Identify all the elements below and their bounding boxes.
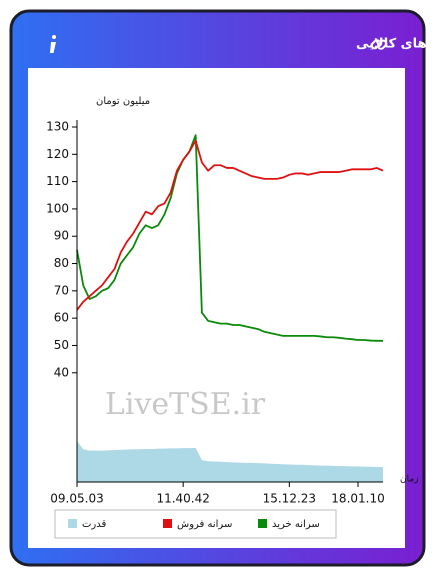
link-icon[interactable] (370, 39, 388, 50)
x-tick-label: 18.01.10 (331, 492, 384, 506)
legend-swatch (163, 519, 172, 528)
info-icon[interactable] (50, 35, 56, 53)
x-tick-label: 15.12.23 (263, 492, 316, 506)
y-tick-label: 70 (54, 283, 69, 297)
x-tick-label: 11.40.42 (156, 492, 209, 506)
y-tick-label: 40 (54, 365, 69, 379)
legend-label: سرانه خرید (272, 519, 320, 530)
area (77, 441, 383, 482)
line (76, 139, 384, 311)
line (76, 134, 383, 342)
y-axis-label: میلیون تومان (96, 96, 150, 107)
legend (54, 509, 337, 539)
x-tick-label: 09.05.03 (50, 492, 103, 506)
y-tick-label: 50 (54, 338, 69, 352)
legend-label: قدرت (82, 519, 106, 530)
y-tick-label: 60 (54, 311, 69, 325)
legend-swatch (68, 519, 77, 528)
y-tick-label: 110 (46, 174, 69, 188)
y-tick-label: 120 (46, 147, 69, 161)
x-axis-label: زمان (400, 475, 419, 485)
legend-swatch (258, 519, 267, 528)
watermark: LiveTSE.ir (105, 387, 266, 422)
y-tick-label: 90 (54, 229, 69, 243)
y-tick-label: 100 (46, 201, 69, 215)
y-tick-label: 130 (46, 120, 69, 134)
y-tick-label: 80 (54, 256, 69, 270)
legend-label: سرانه فروش (177, 519, 232, 530)
header-title: سرانه ی خرید و فروش حقیقی در صندوق های ک… (356, 37, 435, 52)
